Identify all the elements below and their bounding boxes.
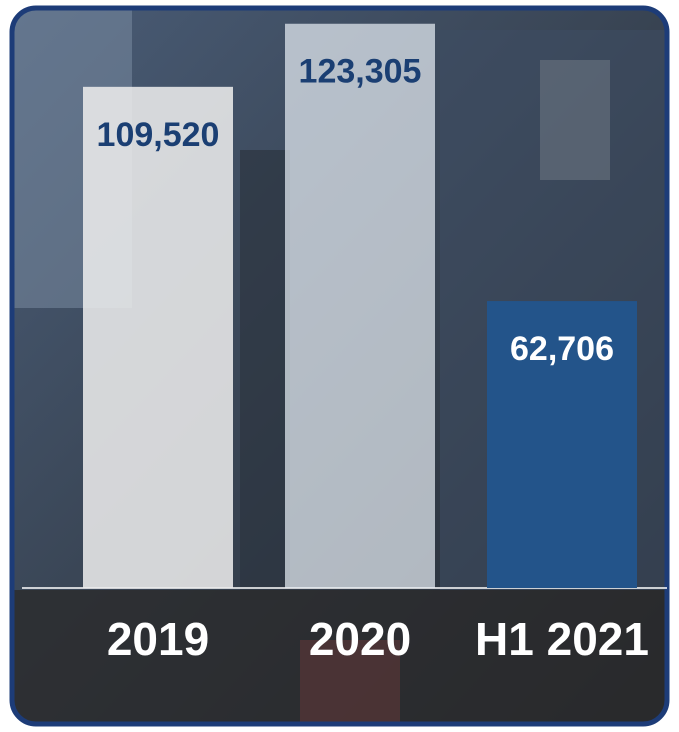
- bar: [487, 301, 637, 588]
- value-label: 123,305: [299, 53, 422, 91]
- x-tick-label: 2019: [107, 613, 209, 665]
- bar: [285, 23, 435, 588]
- value-label: 62,706: [510, 330, 614, 368]
- x-tick-label: 2020: [309, 613, 411, 665]
- bar: [83, 86, 233, 588]
- x-tick-label: H1 2021: [475, 613, 649, 665]
- value-label: 109,520: [97, 116, 220, 154]
- frame: [9, 5, 670, 727]
